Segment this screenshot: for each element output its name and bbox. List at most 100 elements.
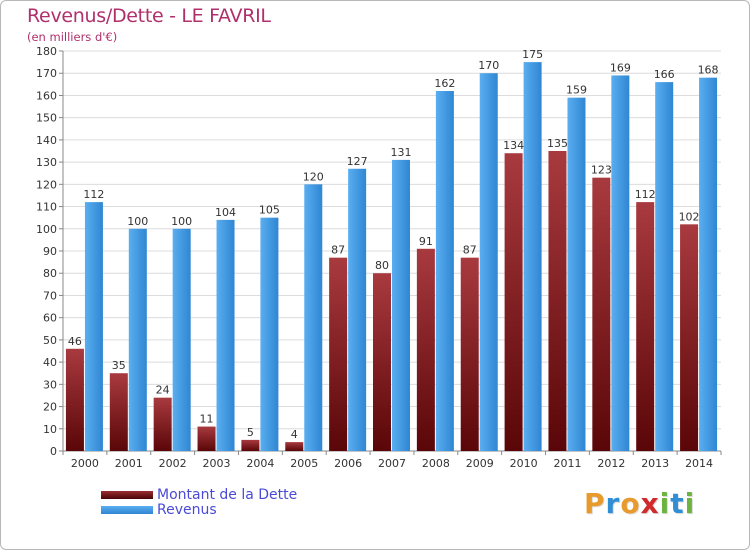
chart-subtitle: (en milliers d'€) [27,30,118,44]
data-label-revenus: 162 [434,77,455,90]
bar-dette [197,426,216,451]
logo-letter: o [620,487,641,520]
data-label-dette: 24 [156,384,170,397]
proxiti-logo: Proxiti [584,487,695,520]
y-tick-label: 180 [36,45,57,58]
data-label-dette: 135 [547,137,568,150]
bar-dette [65,348,84,451]
bar-revenus [304,184,323,452]
data-label-dette: 4 [291,428,298,441]
x-tick-label: 2008 [422,457,450,470]
legend-swatch-revenus [101,506,153,514]
data-label-dette: 112 [635,188,656,201]
chart-title: Revenus/Dette - LE FAVRIL [27,5,271,27]
x-tick-label: 2013 [641,457,669,470]
y-tick-label: 60 [43,312,57,325]
x-tick-label: 2010 [510,457,538,470]
y-tick-label: 130 [36,156,57,169]
data-label-revenus: 166 [654,68,675,81]
data-label-dette: 46 [68,335,82,348]
y-tick-label: 170 [36,67,57,80]
data-label-revenus: 169 [610,61,631,74]
x-tick-label: 2000 [71,457,99,470]
bar-dette [460,257,479,451]
bar-dette [285,442,304,451]
data-label-revenus: 127 [347,155,368,168]
y-tick-label: 40 [43,356,57,369]
x-tick-label: 2007 [378,457,406,470]
bar-dette [548,151,567,451]
y-tick-label: 100 [36,223,57,236]
axes: 0 10 20 30 40 50 60 70 80 90 100 110 120 130 140 150 160… [36,45,722,470]
logo-letter: P [584,487,606,520]
data-label-dette: 80 [375,259,389,272]
bar-revenus [567,97,586,452]
data-label-dette: 123 [591,164,612,177]
bar-revenus [260,217,279,451]
data-label-revenus: 100 [127,215,148,228]
y-tick-label: 80 [43,267,57,280]
x-tick-label: 2004 [246,457,274,470]
data-label-dette: 87 [331,244,345,257]
logo-letter: t [670,487,685,520]
bar-revenus [435,91,454,451]
data-label-dette: 11 [200,413,214,426]
data-label-dette: 35 [112,359,126,372]
x-tick-label: 2003 [203,457,231,470]
data-label-revenus: 170 [478,59,499,72]
x-tick-label: 2002 [159,457,187,470]
data-label-revenus: 168 [698,64,719,77]
x-tick-label: 2001 [115,457,143,470]
bar-dette [373,273,391,451]
bar-dette [109,373,128,451]
bar-revenus [523,62,542,451]
y-tick-label: 110 [36,201,57,214]
bar-dette [636,202,655,451]
bar-revenus [216,219,235,451]
legend-label-revenus: Revenus [157,502,217,518]
data-label-dette: 87 [463,244,477,257]
bar-revenus [348,168,367,451]
bar-revenus [479,73,498,451]
data-label-revenus: 112 [83,188,104,201]
bars [65,62,718,452]
bar-revenus [172,228,191,451]
y-tick-label: 50 [43,334,57,347]
data-label-dette: 134 [503,139,524,152]
bar-revenus [655,82,674,451]
bar-dette [592,177,611,451]
bar-dette [241,439,260,451]
data-label-revenus: 131 [391,146,412,159]
legend-swatch-dette [101,491,153,499]
logo-letter: i [659,487,671,520]
x-tick-label: 2014 [685,457,713,470]
bar-dette [153,397,172,451]
data-label-revenus: 100 [171,215,192,228]
y-tick-label: 70 [43,289,57,302]
y-tick-label: 90 [43,245,57,258]
bar-revenus [611,75,630,451]
y-tick-label: 160 [36,89,57,102]
data-label-dette: 5 [247,426,254,439]
data-label-dette: 91 [419,235,433,248]
data-label-revenus: 104 [215,206,236,219]
data-label-dette: 102 [679,210,700,223]
y-tick-label: 30 [43,378,57,391]
bar-revenus [84,202,103,451]
x-tick-label: 2005 [290,457,318,470]
bar-dette [504,153,523,451]
y-tick-label: 20 [43,401,57,414]
y-tick-label: 0 [50,445,57,458]
bar-dette [416,248,435,451]
data-label-revenus: 159 [566,84,587,97]
data-labels: 46 112 35 100 24 100 11 104 5 105 4 120 87 127 80 131 91… [68,48,719,441]
bar-revenus [128,228,147,451]
x-tick-label: 2006 [334,457,362,470]
bar-revenus [392,159,410,451]
bar-dette [680,224,699,451]
data-label-revenus: 120 [303,170,324,183]
logo-letter: i [684,487,696,520]
y-tick-label: 10 [43,423,57,436]
